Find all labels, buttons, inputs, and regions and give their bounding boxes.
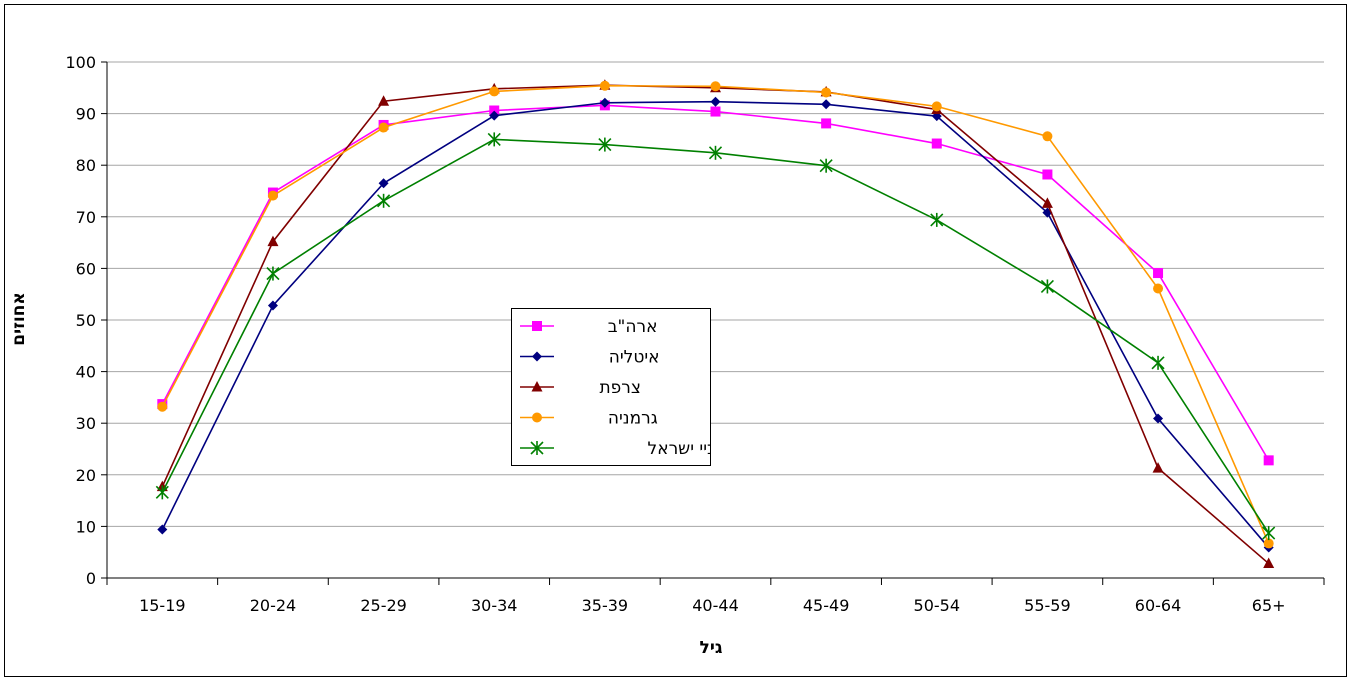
- data-point: [487, 132, 501, 147]
- data-point: [157, 401, 168, 412]
- data-point: [599, 80, 610, 91]
- legend-marker: [532, 321, 542, 331]
- x-tick-label: 15-19: [139, 596, 186, 615]
- x-tick-label: 60-64: [1135, 596, 1182, 615]
- y-tick-label: 40: [76, 363, 96, 382]
- x-tick-label: 65+: [1252, 596, 1286, 615]
- data-point: [266, 266, 280, 281]
- data-point: [1042, 131, 1053, 142]
- y-tick-label: 80: [76, 156, 96, 175]
- legend-item: ערביי ישראל: [520, 439, 737, 459]
- y-tick-label: 10: [76, 517, 96, 536]
- data-point: [489, 86, 500, 97]
- series-group: [155, 79, 1276, 569]
- x-tick-label: 30-34: [471, 596, 518, 615]
- x-tick-label: 35-39: [582, 596, 629, 615]
- legend: ארה"ב איטליה צרפת גרמניה ערביי ישראל: [511, 308, 737, 466]
- data-point: [377, 193, 391, 208]
- data-point: [489, 110, 500, 121]
- legend-label: צרפת: [599, 378, 640, 398]
- legend-label: איטליה: [609, 348, 660, 368]
- x-tick-label: 50-54: [914, 596, 961, 615]
- x-axis-label: גיל: [700, 638, 723, 658]
- y-tick-label: 70: [76, 208, 96, 227]
- data-point: [267, 300, 278, 311]
- legend-label: גרמניה: [608, 409, 658, 429]
- data-point: [1263, 538, 1274, 549]
- legend-marker: [532, 351, 542, 362]
- y-tick-label: 50: [76, 311, 96, 330]
- data-point: [599, 97, 610, 108]
- legend-label: ארה"ב: [608, 317, 658, 337]
- legend-marker: [530, 441, 544, 455]
- legend-label: ערביי ישראל: [648, 439, 710, 459]
- chart-frame: [4, 4, 1347, 677]
- legend-items: ארה"ב איטליה צרפת גרמניה ערביי ישראל: [520, 317, 737, 459]
- x-tick-label: 20-24: [250, 596, 297, 615]
- axes: [101, 61, 1325, 585]
- grid-lines: [107, 61, 1324, 527]
- legend-marker: [532, 412, 542, 423]
- series-5: [155, 132, 1276, 541]
- data-point: [267, 190, 278, 201]
- data-point: [267, 235, 279, 247]
- data-point: [1152, 462, 1164, 473]
- data-point: [1042, 169, 1053, 180]
- x-tick-label: 45-49: [803, 596, 850, 615]
- data-point: [157, 524, 168, 535]
- series-4: [157, 80, 1274, 549]
- data-point: [378, 178, 389, 189]
- data-point: [708, 145, 723, 160]
- x-tick-labels: 15-19 20-24 25-29 30-34 35-39 40-44 45-49 50-54…: [139, 596, 1285, 615]
- data-point: [930, 212, 944, 227]
- data-point: [1041, 197, 1053, 208]
- y-tick-label: 60: [76, 259, 96, 278]
- x-tick-label: 25-29: [360, 596, 407, 615]
- data-point: [378, 95, 390, 106]
- data-point: [489, 105, 500, 116]
- data-point: [1151, 355, 1165, 370]
- data-point: [821, 87, 832, 98]
- y-tick-label: 100: [65, 53, 96, 72]
- data-point: [821, 99, 832, 110]
- x-tick-label: 55-59: [1024, 596, 1071, 615]
- y-axis-label: אחוזים: [9, 292, 29, 346]
- data-point: [819, 158, 833, 173]
- data-point: [1153, 268, 1164, 279]
- data-point: [710, 106, 721, 117]
- data-point: [378, 122, 389, 133]
- y-tick-label: 0: [86, 569, 96, 588]
- data-point: [931, 101, 942, 112]
- y-tick-label: 90: [76, 105, 96, 124]
- data-point: [821, 118, 832, 129]
- legend-item: צרפת: [520, 378, 641, 398]
- data-point: [710, 96, 721, 107]
- data-point: [1263, 455, 1274, 466]
- data-point: [1262, 526, 1276, 541]
- legend-item: גרמניה: [520, 409, 658, 429]
- data-point: [1263, 557, 1275, 569]
- y-tick-label: 20: [76, 466, 96, 485]
- legend-marker: [531, 381, 543, 392]
- data-point: [710, 81, 721, 92]
- data-point: [598, 137, 612, 152]
- data-point: [1153, 413, 1164, 424]
- y-tick-label: 30: [76, 414, 96, 433]
- legend-item: איטליה: [520, 348, 660, 368]
- data-point: [1153, 283, 1164, 294]
- data-point: [931, 138, 942, 149]
- y-tick-labels: 0 10 20 30 40 50 60 70 80 90 100: [65, 53, 96, 588]
- data-point: [155, 485, 169, 500]
- x-tick-label: 40-44: [692, 596, 739, 615]
- data-point: [1040, 279, 1054, 294]
- legend-item: ארה"ב: [520, 317, 657, 337]
